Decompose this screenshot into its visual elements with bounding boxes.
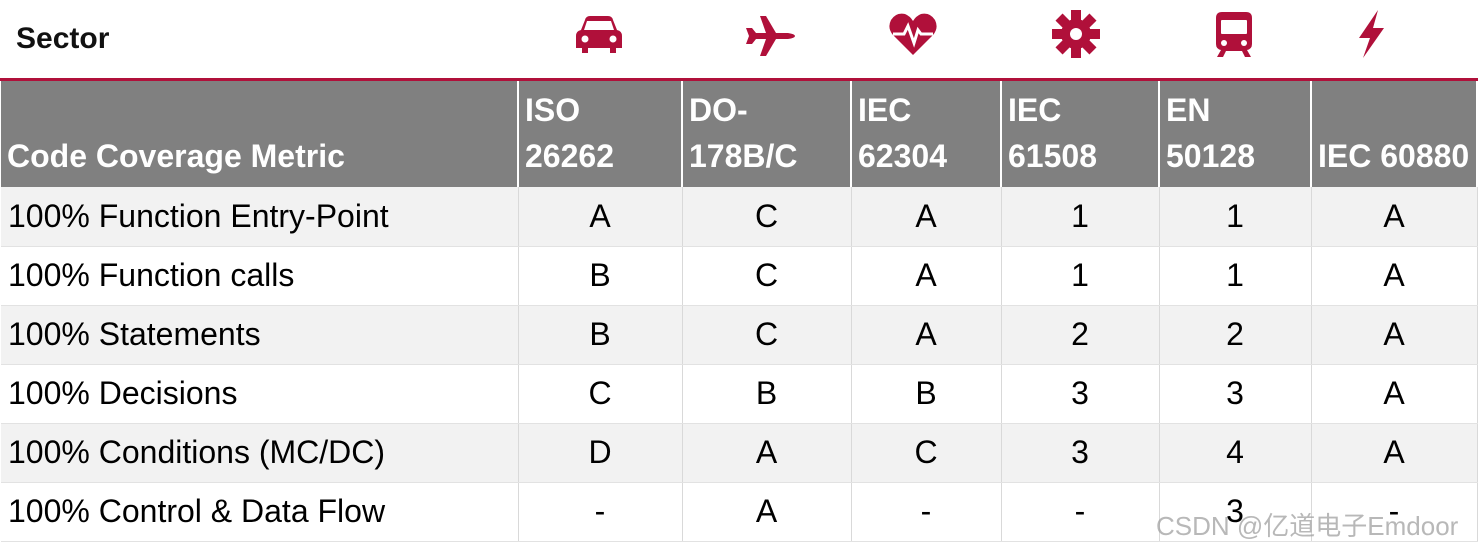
- table-cell: A: [518, 187, 683, 247]
- metric-cell: 100% Conditions (MC/DC): [1, 423, 519, 483]
- table-cell: 3: [1001, 364, 1160, 424]
- table-cell: C: [682, 246, 852, 306]
- table-cell: A: [851, 246, 1002, 306]
- table-cell: A: [682, 482, 852, 542]
- metric-cell: 100% Function calls: [1, 246, 519, 306]
- table-cell: B: [518, 305, 683, 365]
- table-cell: B: [682, 364, 852, 424]
- column-header-iec-60880: IEC 60880: [1311, 81, 1478, 187]
- column-header-do-178bc: DO-178B/C: [682, 81, 852, 187]
- table-cell: A: [851, 305, 1002, 365]
- table-cell: 3: [1159, 364, 1312, 424]
- metric-cell: 100% Statements: [1, 305, 519, 365]
- table-cell: 1: [1159, 187, 1312, 247]
- table-cell: 2: [1159, 305, 1312, 365]
- table-cell: A: [1311, 246, 1478, 306]
- table-cell: -: [851, 482, 1002, 542]
- airplane-icon: [740, 6, 800, 62]
- table-cell: C: [682, 187, 852, 247]
- column-header-iec-62304: IEC 62304: [851, 81, 1002, 187]
- watermark: CSDN @亿道电子Emdoor: [1156, 511, 1459, 541]
- table-row: 100% Conditions (MC/DC) D A C 3 4 A: [1, 423, 1478, 483]
- table-cell: A: [1311, 187, 1478, 247]
- car-icon: [569, 6, 629, 62]
- gear-icon: [1046, 6, 1106, 62]
- train-icon: [1204, 6, 1264, 62]
- header-divider: [0, 78, 1478, 81]
- column-header-metric: Code Coverage Metric: [1, 81, 519, 187]
- table-cell: 1: [1001, 187, 1160, 247]
- coverage-table: Code Coverage Metric ISO 26262 DO-178B/C…: [1, 81, 1478, 542]
- table-cell: D: [518, 423, 683, 483]
- table-row: 100% Control & Data Flow - A - - 3 -: [1, 482, 1478, 542]
- table-cell: A: [1311, 364, 1478, 424]
- metric-cell: 100% Decisions: [1, 364, 519, 424]
- table-cell: C: [682, 305, 852, 365]
- table-cell: -: [518, 482, 683, 542]
- table-cell: 4: [1159, 423, 1312, 483]
- table-cell: A: [682, 423, 852, 483]
- table-cell: A: [1311, 423, 1478, 483]
- table-cell: 1: [1159, 246, 1312, 306]
- table-cell: -: [1311, 482, 1478, 542]
- table-cell: B: [518, 246, 683, 306]
- table-row: 100% Decisions C B B 3 3 A: [1, 364, 1478, 424]
- table-cell: C: [518, 364, 683, 424]
- table-cell: A: [851, 187, 1002, 247]
- table-cell: -: [1001, 482, 1160, 542]
- metric-cell: 100% Control & Data Flow: [1, 482, 519, 542]
- table-row: 100% Function Entry-Point A C A 1 1 A: [1, 187, 1478, 247]
- heartbeat-icon: [883, 6, 943, 62]
- table-cell: B: [851, 364, 1002, 424]
- table-cell: 2: [1001, 305, 1160, 365]
- sector-label: Sector: [16, 22, 110, 55]
- table-header-row: Code Coverage Metric ISO 26262 DO-178B/C…: [1, 81, 1478, 187]
- table-cell: 1: [1001, 246, 1160, 306]
- table-cell: 3: [1001, 423, 1160, 483]
- lightning-icon: [1341, 6, 1401, 62]
- table-cell: 3: [1159, 482, 1312, 542]
- column-header-en-50128: EN 50128: [1159, 81, 1312, 187]
- table-row: 100% Statements B C A 2 2 A: [1, 305, 1478, 365]
- table-row: 100% Function calls B C A 1 1 A: [1, 246, 1478, 306]
- metric-cell: 100% Function Entry-Point: [1, 187, 519, 247]
- column-header-iec-61508: IEC 61508: [1001, 81, 1160, 187]
- column-header-iso-26262: ISO 26262: [518, 81, 683, 187]
- table-cell: A: [1311, 305, 1478, 365]
- table-cell: C: [851, 423, 1002, 483]
